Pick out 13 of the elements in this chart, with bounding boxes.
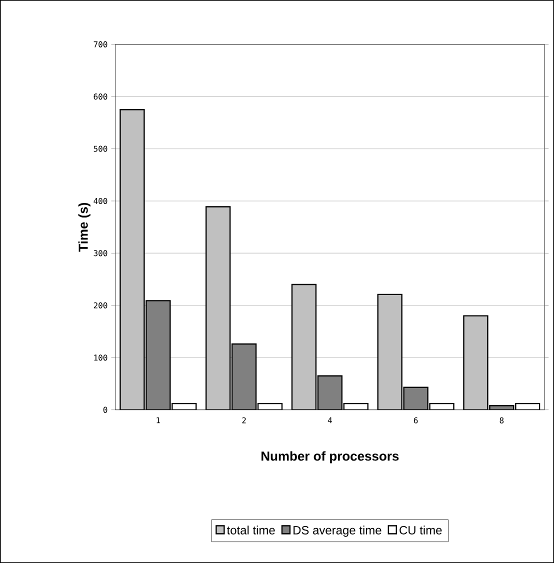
y-axis-title: Time (s) — [78, 202, 90, 252]
bar — [291, 284, 317, 410]
bar — [120, 109, 145, 410]
bar — [463, 315, 488, 410]
bar — [146, 300, 171, 410]
legend-label: CU time — [400, 526, 442, 534]
legend-label: total time — [226, 526, 275, 534]
bar — [377, 294, 402, 410]
legend-label: DS average time — [294, 526, 382, 537]
x-axis-title: Number of processors — [262, 451, 399, 464]
bar — [317, 375, 343, 410]
bar — [206, 206, 231, 410]
bar — [231, 343, 257, 410]
